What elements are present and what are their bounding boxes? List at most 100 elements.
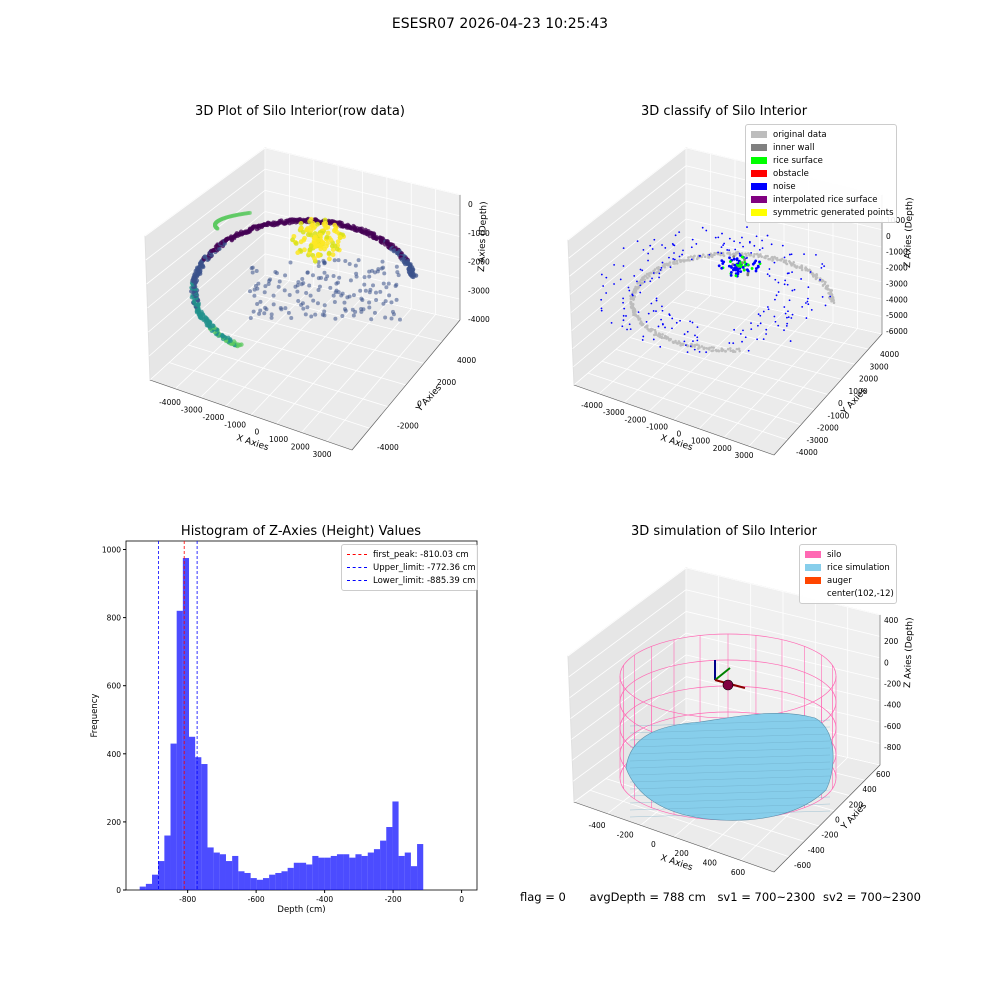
scatter-point: [218, 240, 224, 246]
scatter-point: [720, 349, 723, 352]
scatter-point: [332, 220, 338, 225]
scatter-point: [213, 220, 218, 225]
scatter-point: [368, 231, 374, 236]
scatter-point: [757, 324, 759, 327]
scatter-point: [745, 268, 749, 272]
scatter-point: [213, 222, 218, 227]
scatter-point: [377, 235, 382, 240]
legend-item-center: center(102,-12): [805, 587, 894, 600]
scatter-point: [287, 292, 292, 297]
scatter-point: [696, 255, 700, 259]
scatter-point: [271, 223, 276, 228]
scatter-point: [372, 310, 377, 315]
histogram-bar: [287, 867, 294, 890]
scatter-point: [697, 255, 701, 259]
scatter-point: [199, 259, 204, 265]
scatter-point: [223, 237, 229, 242]
grid-line: [607, 727, 719, 814]
tick-label: 0: [651, 840, 656, 849]
scatter-point: [213, 221, 218, 226]
scatter-point: [335, 239, 341, 245]
scatter-point: [621, 325, 624, 328]
scatter-point: [338, 232, 344, 237]
mesh-line: [629, 782, 831, 790]
scatter-point: [352, 226, 357, 231]
scatter-point: [634, 313, 638, 316]
tick-label: 0: [835, 816, 840, 825]
scatter-point: [831, 295, 834, 299]
scatter-point: [198, 261, 203, 267]
scatter-point: [705, 347, 708, 350]
scatter-point: [194, 295, 199, 301]
scatter-point: [201, 313, 206, 318]
scatter-point: [637, 285, 641, 289]
axis-line: [573, 384, 775, 456]
scatter-point: [283, 218, 289, 224]
scatter-point: [214, 220, 219, 225]
scatter-point: [752, 255, 755, 258]
mesh-line: [629, 789, 831, 797]
histogram-bar: [324, 857, 331, 890]
scatter-point: [675, 321, 678, 324]
scatter-point: [196, 312, 202, 317]
grid-line: [657, 313, 856, 365]
y-tick-label: 800: [107, 614, 122, 623]
scatter-point: [213, 221, 218, 226]
scatter-point: [230, 341, 236, 346]
scatter-point: [634, 286, 637, 289]
scatter-point: [665, 337, 668, 340]
scatter-point: [233, 342, 238, 348]
x-tick-label: -600: [248, 895, 265, 904]
scatter-point: [346, 225, 351, 230]
grid-line: [573, 719, 687, 803]
x-axis-label: X Axies: [235, 433, 270, 453]
scatter-point: [298, 225, 304, 231]
scatter-point: [622, 297, 625, 300]
scatter-point: [724, 349, 727, 353]
scatter-point: [830, 299, 833, 303]
tick-label: 0: [884, 658, 889, 667]
scatter-point: [655, 310, 657, 313]
scatter-point: [367, 300, 372, 305]
scatter-point: [409, 274, 415, 279]
scatter-point: [263, 305, 268, 310]
scatter-point: [297, 217, 303, 222]
scatter-point: [269, 315, 274, 320]
scatter-point: [310, 245, 316, 251]
scatter-point: [721, 232, 723, 235]
scatter-point: [685, 259, 689, 262]
scatter-point: [679, 259, 682, 263]
scatter-point: [678, 258, 682, 262]
scatter-point: [691, 257, 695, 260]
grid-line: [685, 289, 883, 335]
scatter-point: [207, 325, 213, 330]
scatter-point: [315, 237, 321, 243]
scatter-point: [406, 266, 411, 271]
scatter-point: [630, 306, 634, 310]
scatter-point: [378, 235, 383, 240]
scatter-point: [690, 246, 693, 249]
scatter-point: [746, 273, 750, 277]
scatter-point: [829, 297, 833, 300]
scatter-point: [402, 260, 407, 265]
scatter-point: [770, 243, 773, 246]
scatter-point: [340, 223, 345, 228]
scatter-point: [340, 224, 345, 229]
scatter-point: [756, 253, 760, 256]
scatter-point: [639, 268, 642, 271]
scatter-point: [410, 267, 415, 273]
scatter-point: [639, 321, 643, 324]
scatter-point: [788, 253, 791, 256]
scatter-point: [652, 271, 656, 275]
scatter-point: [729, 253, 732, 256]
scatter-point: [832, 301, 836, 305]
scatter-point: [698, 255, 701, 257]
scatter-point: [197, 265, 202, 270]
scatter-point: [225, 339, 231, 344]
scatter-point: [219, 217, 224, 222]
scatter-point: [759, 253, 762, 256]
scatter-point: [198, 268, 203, 274]
scatter-point: [226, 335, 231, 341]
scatter-point: [692, 340, 694, 343]
tick-label: -4000: [468, 315, 490, 324]
